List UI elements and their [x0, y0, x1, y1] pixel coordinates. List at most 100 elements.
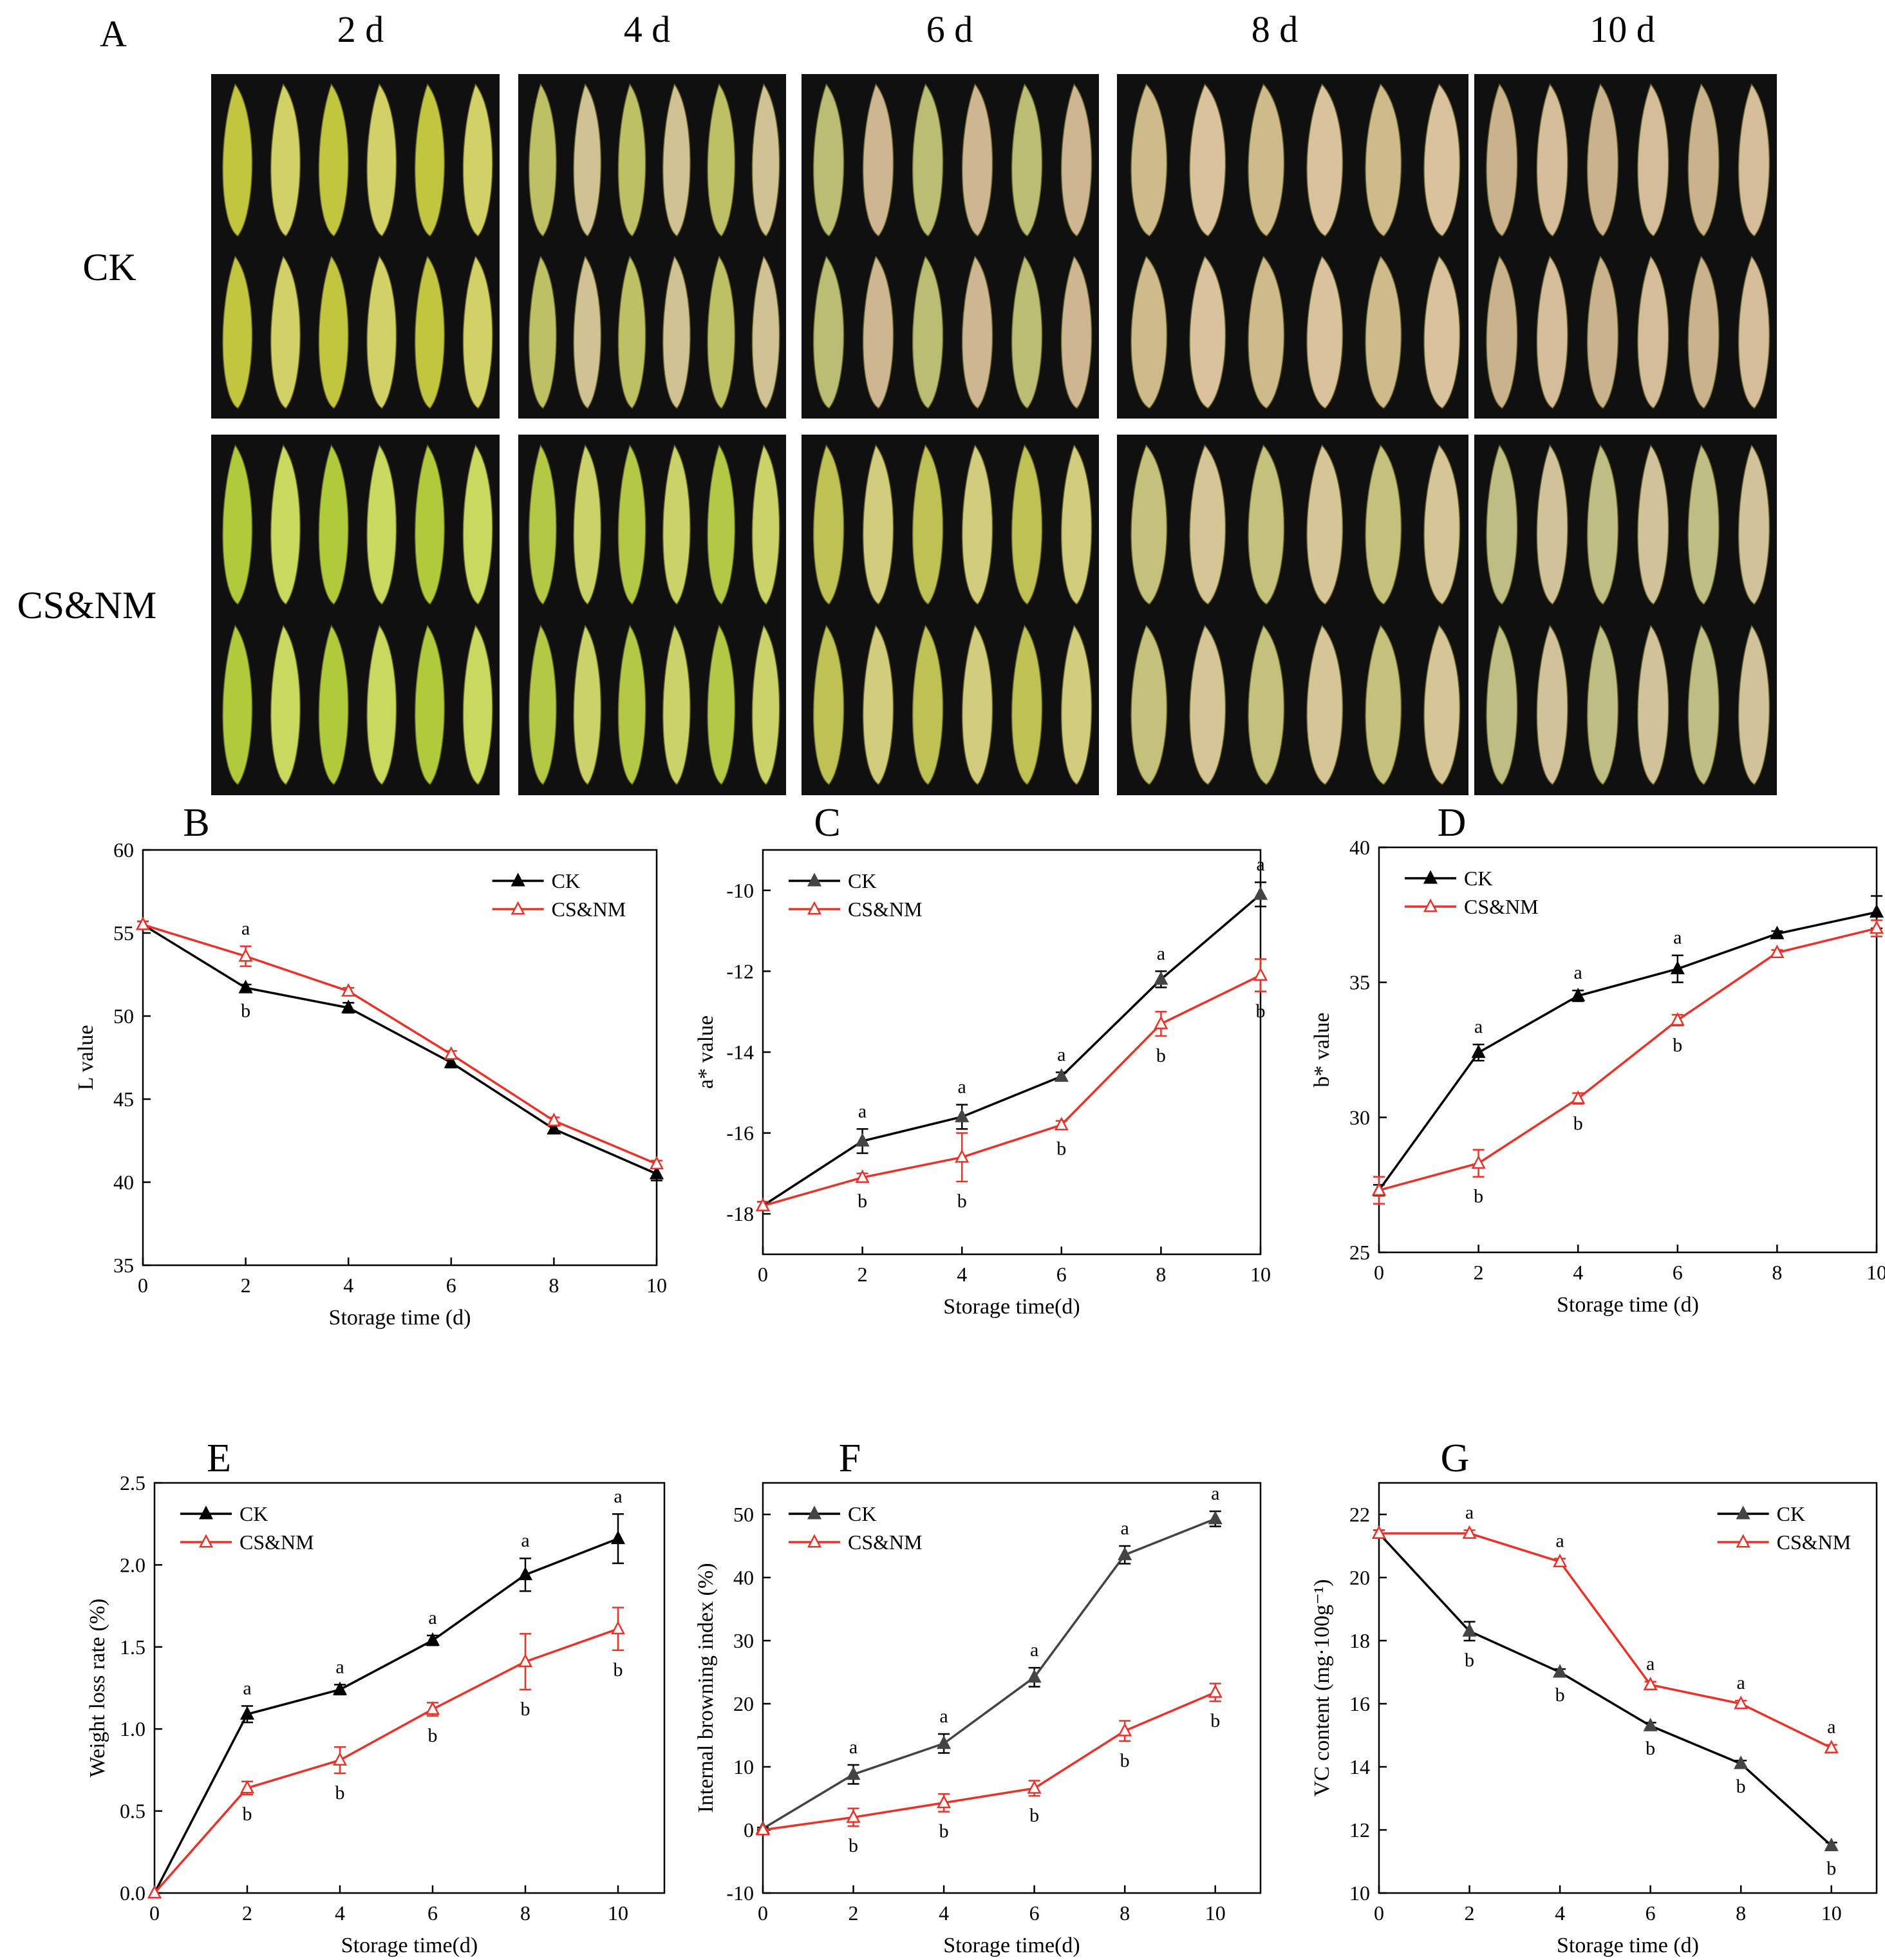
data-point: [1553, 1553, 1568, 1567]
soybean-pod: [912, 83, 944, 237]
data-point: [955, 1108, 970, 1122]
panel-letter: D: [1438, 801, 1467, 845]
soybean-pod: [1060, 625, 1093, 786]
soybean-pod: [1248, 83, 1285, 237]
soybean-pod: [270, 255, 301, 409]
soybean-pod: [1365, 83, 1402, 237]
significance-label: a: [1157, 943, 1165, 964]
y-tick-label: 20: [1349, 1566, 1370, 1589]
chart-e: E 0 2 4 6 8 10 0.0 0.5 1.0 1.5 2.0 2.5 Storage time(d…: [86, 1437, 666, 1957]
significance-label: b: [849, 1835, 858, 1856]
series-csnm: b b b b b: [147, 1607, 626, 1899]
photo-background: [1474, 74, 1777, 419]
soybean-pod: [1130, 256, 1168, 409]
significance-label: a: [1256, 854, 1264, 875]
y-axis-label: Weight loss rate (%): [86, 1599, 109, 1778]
soybean-pod: [1060, 256, 1093, 409]
soybean-pod: [1586, 256, 1618, 409]
soybean-pod: [270, 444, 301, 605]
significance-label: a: [1646, 1654, 1655, 1675]
series-line: [762, 1691, 1216, 1831]
significance-label: a: [1574, 962, 1582, 983]
legend-label: CK: [239, 1502, 268, 1525]
soybean-pod: [1011, 444, 1043, 605]
x-tick-label: 10: [1250, 1263, 1271, 1286]
x-tick-label: 6: [1056, 1263, 1067, 1286]
panel-letter: E: [207, 1437, 231, 1480]
photo-background: [1117, 74, 1468, 419]
soybean-pod: [1060, 444, 1093, 605]
soybean-pod: [1637, 625, 1669, 786]
soybean-pod: [961, 444, 993, 605]
soybean-pod: [462, 83, 493, 237]
y-tick-label: 40: [113, 1171, 134, 1194]
y-tick-label: 16: [1349, 1692, 1370, 1715]
data-point: [1118, 1722, 1132, 1737]
soybean-pod: [662, 625, 691, 786]
soybean-pod: [912, 256, 944, 409]
series-ck: a a a a a: [755, 854, 1268, 1212]
data-point: [1571, 1090, 1586, 1104]
row-label-csnm: CS&NM: [17, 584, 157, 627]
soybean-pod: [1486, 444, 1518, 605]
soybean-pod: [1586, 625, 1618, 786]
soybean-pod: [1306, 444, 1344, 605]
panel-letter: C: [814, 801, 840, 845]
y-tick-label: -16: [726, 1122, 754, 1145]
data-point: [1154, 971, 1168, 985]
data-point: [649, 1165, 664, 1180]
legend-label: CS&NM: [1464, 895, 1539, 918]
data-point: [937, 1795, 952, 1809]
soybean-pod: [1687, 256, 1720, 409]
data-point: [610, 1531, 626, 1545]
panel-a-photographs: A 2 d 4 d 6 d 8 d 10 d CK CS&NM: [17, 8, 1777, 795]
significance-label: b: [1573, 1113, 1583, 1134]
data-point: [755, 1822, 771, 1836]
legend-marker: [1423, 898, 1438, 912]
series-csnm: a a a a a: [1371, 1502, 1839, 1754]
legend: CK CS&NM: [789, 1502, 923, 1554]
legend: CK CS&NM: [1717, 1502, 1851, 1554]
x-tick-label: 6: [1029, 1901, 1040, 1925]
data-point: [1734, 1695, 1749, 1710]
legend-label: CK: [848, 869, 876, 892]
significance-label: b: [1673, 1035, 1682, 1056]
significance-label: a: [849, 1737, 858, 1758]
significance-label: b: [957, 1191, 967, 1212]
day-label: 4 d: [624, 8, 671, 50]
y-tick-label: 40: [1349, 836, 1370, 859]
significance-label: a: [1211, 1483, 1219, 1504]
significance-label: b: [1826, 1858, 1836, 1879]
plot-frame: [1378, 846, 1878, 1254]
chart-b: B 0 2 4 6 8 10 35 40 45 50 55 60 Storage time (d) L va…: [74, 801, 667, 1330]
plot-frame: [1378, 1482, 1878, 1894]
legend-marker: [807, 1534, 822, 1548]
soybean-pod: [1306, 256, 1344, 409]
soybean-pod: [529, 83, 557, 237]
data-point: [547, 1120, 561, 1135]
series-line: [153, 1538, 619, 1894]
chart-d: D 0 2 4 6 8 10 25 30 35 40 Storage time (d) b* value…: [1310, 801, 1885, 1317]
soybean-pod: [862, 83, 894, 237]
data-point: [518, 1567, 533, 1581]
panel-letter: F: [839, 1437, 861, 1480]
soybean-pod: [462, 625, 493, 786]
soybean-pod: [1011, 83, 1043, 237]
data-point: [1734, 1755, 1749, 1769]
soybean-pod: [414, 625, 445, 786]
significance-label: a: [521, 1530, 529, 1551]
x-tick-label: 10: [1205, 1901, 1226, 1925]
soybean-pod: [1423, 444, 1461, 605]
data-point: [341, 983, 356, 997]
soybean-pod: [1189, 625, 1226, 786]
soybean-pod: [617, 255, 646, 409]
y-axis-label: Internal browning index (%): [694, 1563, 718, 1813]
series-line: [1378, 927, 1877, 1192]
significance-label: b: [1029, 1805, 1039, 1826]
series-csnm: a: [135, 916, 664, 1170]
chart-g: G 0 2 4 6 8 10 10 12 14 16 18 20 22 Storage time (d) VC…: [1310, 1437, 1878, 1957]
soybean-pod: [1365, 625, 1402, 786]
soybean-pod: [812, 625, 845, 786]
series-line: [1378, 1532, 1832, 1847]
